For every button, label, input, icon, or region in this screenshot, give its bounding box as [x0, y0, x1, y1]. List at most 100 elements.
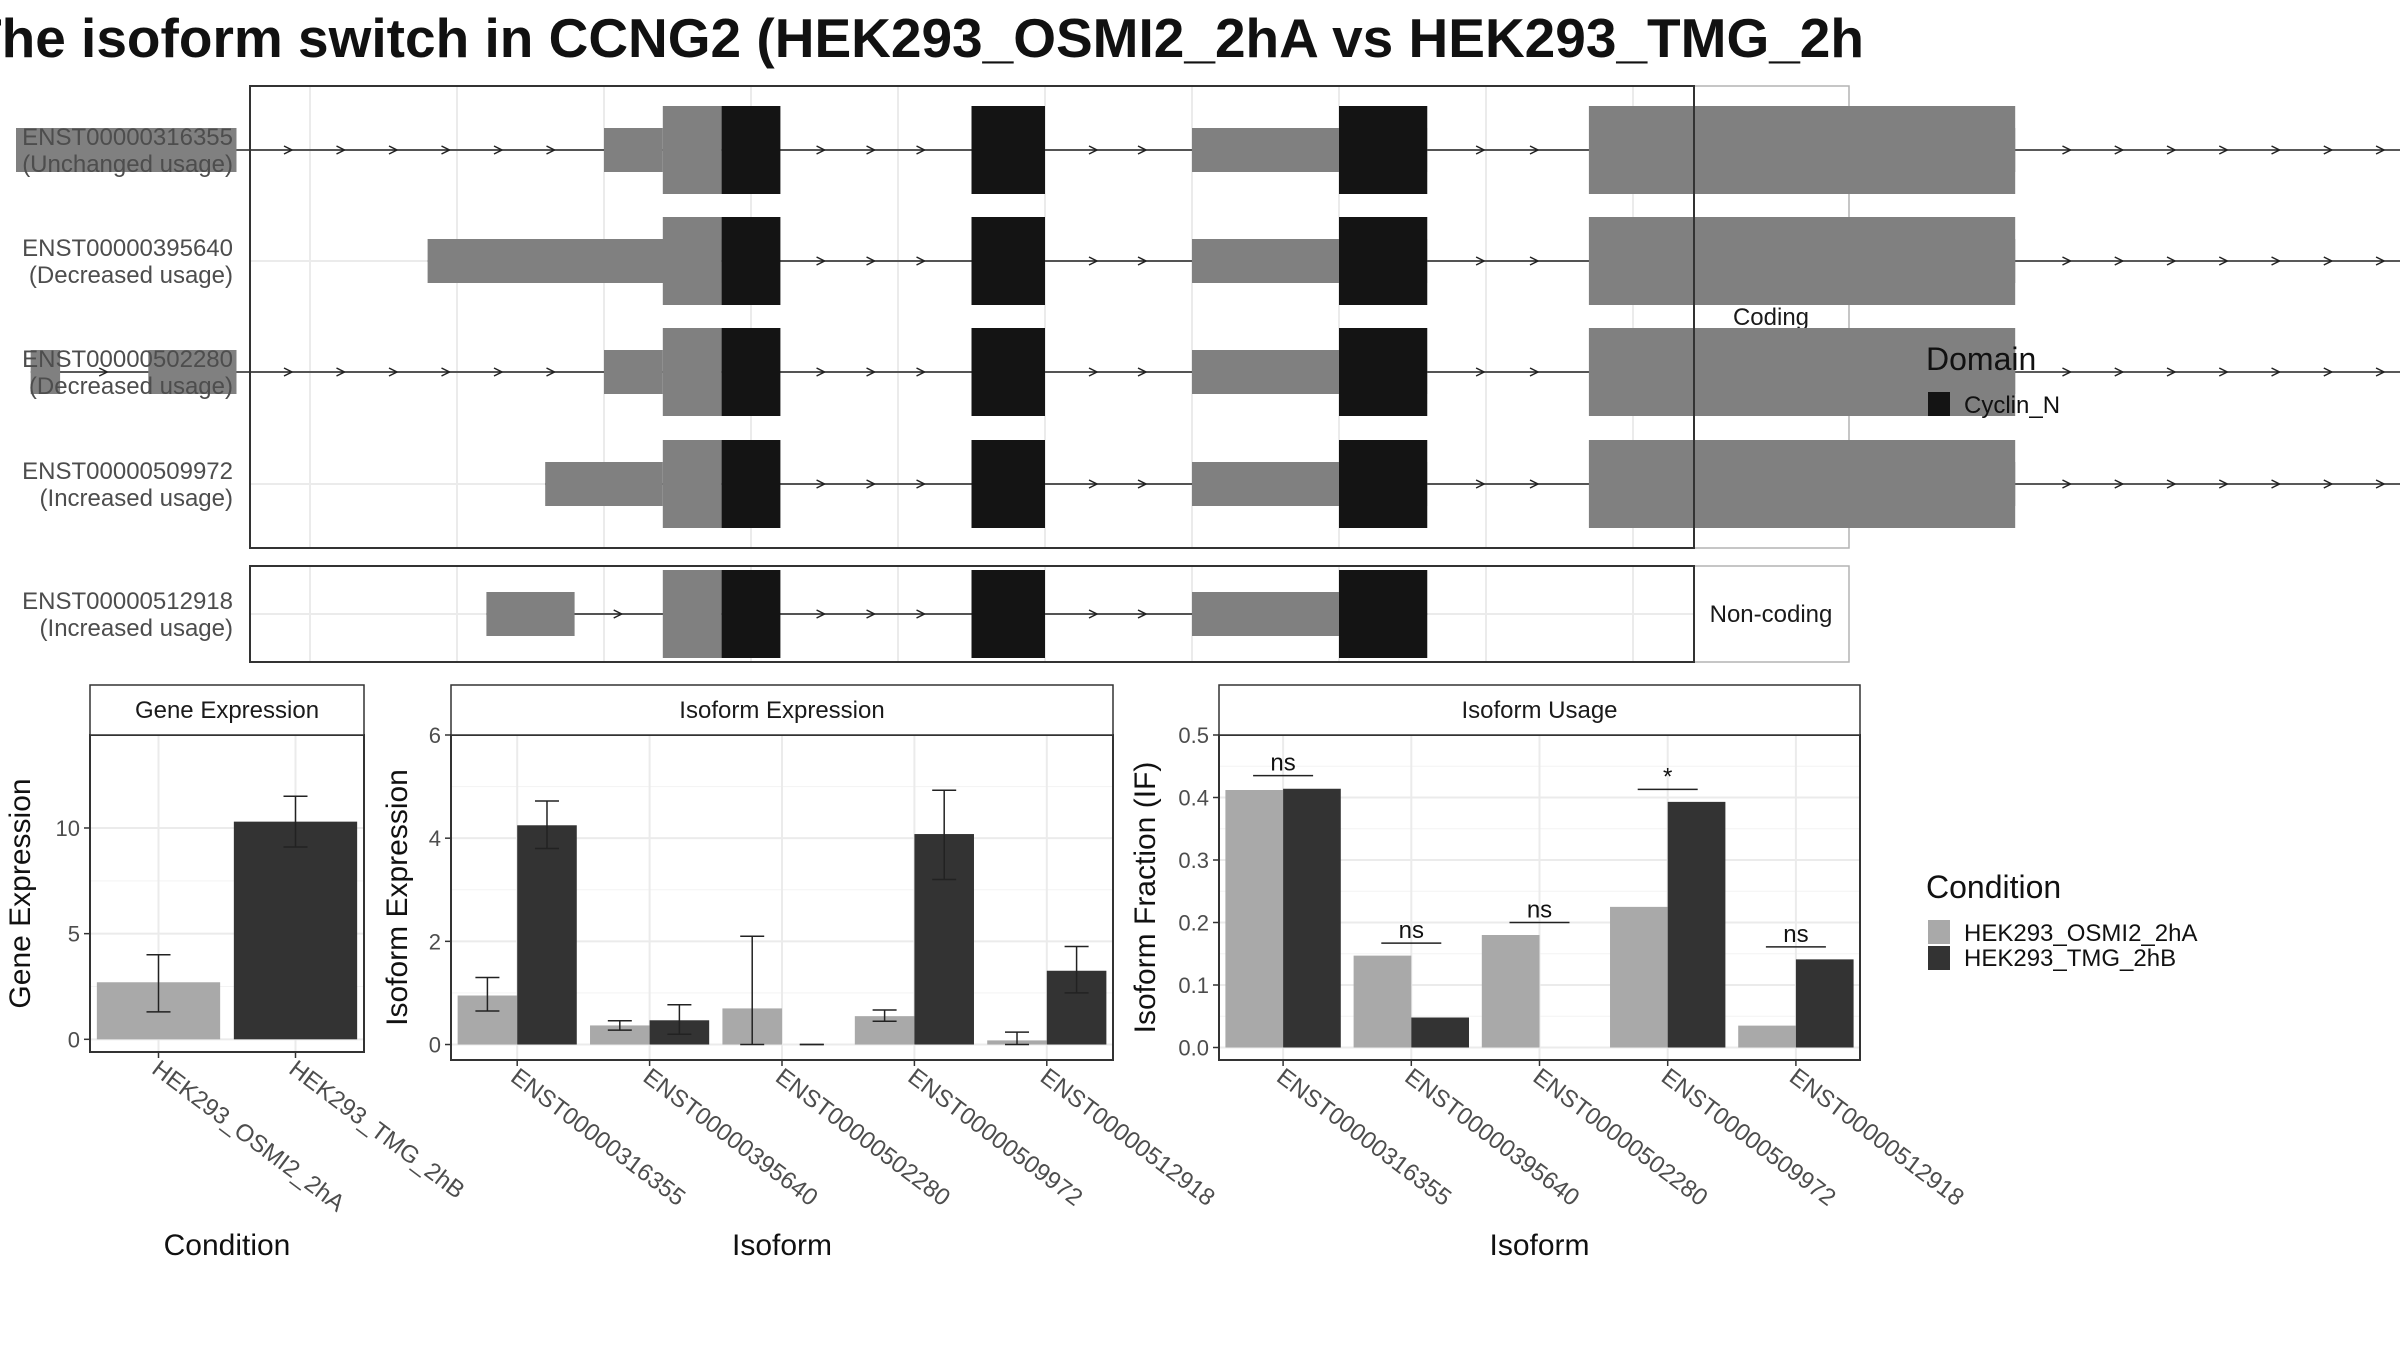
transcript-id-label: ENST00000395640 — [22, 235, 233, 262]
intron-arrow — [816, 609, 827, 619]
y-tick-label: 0.2 — [1178, 911, 1209, 936]
intron-arrow — [816, 256, 827, 266]
intron-arrow — [2375, 367, 2386, 377]
utr-exon — [604, 128, 663, 172]
cyclin-domain — [971, 570, 1045, 658]
condition-b-swatch — [1928, 946, 1950, 970]
bar — [1283, 788, 1341, 1048]
intron-arrow — [2114, 256, 2125, 266]
condition-legend-item: HEK293_OSMI2_2hA — [1964, 920, 2197, 947]
chart-title: Gene Expression — [135, 697, 319, 724]
intron-arrow — [1137, 479, 1148, 489]
bar — [1481, 935, 1540, 1048]
significance-label: * — [1663, 763, 1672, 790]
cyclin-domain — [971, 440, 1045, 528]
isoform-usage-chart: ns ns ns * ns Isoform Usage 0.0 0.1 0.2 0.3 0.4 0.5… — [1129, 684, 1969, 1262]
coding-exon — [1588, 217, 2016, 305]
x-axis-title: Condition — [164, 1229, 291, 1262]
cyclin-domain — [721, 328, 781, 416]
condition-a-swatch — [1928, 920, 1950, 944]
transcript-id-label: ENST00000502280 — [22, 346, 233, 373]
intron-arrow — [1137, 256, 1148, 266]
intron-arrow — [2062, 145, 2073, 155]
cyclin-domain — [721, 440, 781, 528]
intron-arrow — [2166, 145, 2177, 155]
intron-arrow — [283, 367, 294, 377]
transcript-usage-label: (Decreased usage) — [29, 373, 233, 400]
coding-exon — [662, 106, 722, 194]
strip-non-coding: Non-coding — [1710, 601, 1833, 628]
y-tick-label: 0.1 — [1178, 973, 1209, 998]
intron-arrow — [1529, 479, 1540, 489]
cyclin-domain — [721, 570, 781, 658]
domain-legend-title: Domain — [1926, 341, 2036, 377]
intron-arrow — [916, 145, 927, 155]
intron-arrow — [493, 367, 504, 377]
intron-arrow — [1137, 609, 1148, 619]
cyclin-swatch — [1928, 392, 1950, 416]
intron-arrow — [2114, 145, 2125, 155]
y-tick-label: 4 — [429, 826, 441, 851]
significance-label: ns — [1399, 917, 1424, 944]
intron-arrow — [441, 367, 452, 377]
coding-exon — [662, 328, 722, 416]
utr-exon — [604, 350, 663, 394]
coding-exon — [662, 217, 722, 305]
intron-arrow — [2166, 256, 2177, 266]
y-tick-label: 0.4 — [1178, 786, 1209, 811]
transcript-structure-plot: Coding Non-coding ENST00000316355(Unchange… — [16, 85, 2400, 663]
isoform-expression-chart: Isoform Expression0246ENST00000316355ENS… — [381, 684, 1220, 1262]
y-tick-label: 0.5 — [1178, 723, 1209, 748]
bar — [1667, 801, 1726, 1048]
intron-arrow — [1088, 609, 1099, 619]
intron-arrow — [816, 479, 827, 489]
y-tick-label: 0 — [68, 1027, 80, 1052]
intron-arrow — [2323, 145, 2334, 155]
chart-strip — [1218, 684, 1861, 736]
intron-arrow — [916, 367, 927, 377]
intron-arrow — [336, 367, 347, 377]
page-title: The isoform switch in CCNG2 (HEK293_OSMI… — [0, 7, 1863, 69]
utr-exon — [545, 462, 663, 506]
chart-title: Isoform Usage — [1461, 697, 1617, 724]
chart-strip — [89, 684, 365, 736]
intron-arrow — [1088, 367, 1099, 377]
intron-arrow — [2271, 479, 2282, 489]
intron-arrow — [2323, 256, 2334, 266]
intron-arrow — [866, 479, 877, 489]
condition-legend-title: Condition — [1926, 869, 2061, 905]
intron-arrow — [336, 145, 347, 155]
cyclin-domain — [1339, 440, 1428, 528]
intron-arrow — [916, 479, 927, 489]
domain-legend: Domain Cyclin_N — [1926, 341, 2060, 419]
bar — [1225, 790, 1284, 1048]
y-tick-label: 2 — [429, 929, 441, 954]
coding-exon — [1588, 440, 2016, 528]
intron-arrow — [2271, 256, 2282, 266]
cyclin-domain — [1339, 328, 1428, 416]
cyclin-domain — [971, 106, 1045, 194]
bar — [1411, 1017, 1469, 1048]
panel-border — [249, 85, 1695, 549]
intron-arrow — [613, 609, 624, 619]
intron-arrow — [1475, 256, 1486, 266]
y-tick-label: 6 — [429, 723, 441, 748]
cyclin-domain — [971, 217, 1045, 305]
domain-legend-item: Cyclin_N — [1964, 392, 2060, 419]
y-tick-label: 0 — [429, 1033, 441, 1058]
coding-exon — [662, 570, 722, 658]
y-axis-title: Isoform Expression — [381, 769, 414, 1026]
intron-arrow — [388, 145, 399, 155]
cyclin-domain — [1339, 570, 1428, 658]
significance-label: ns — [1270, 750, 1295, 777]
panel-border — [249, 565, 1695, 663]
cyclin-domain — [721, 106, 781, 194]
intron-arrow — [866, 609, 877, 619]
coding-exon — [1588, 106, 2016, 194]
transcript-usage-label: (Increased usage) — [40, 485, 233, 512]
transcript-usage-label: (Increased usage) — [40, 615, 233, 642]
intron-arrow — [1088, 256, 1099, 266]
y-axis-title: Isoform Fraction (IF) — [1129, 762, 1162, 1034]
